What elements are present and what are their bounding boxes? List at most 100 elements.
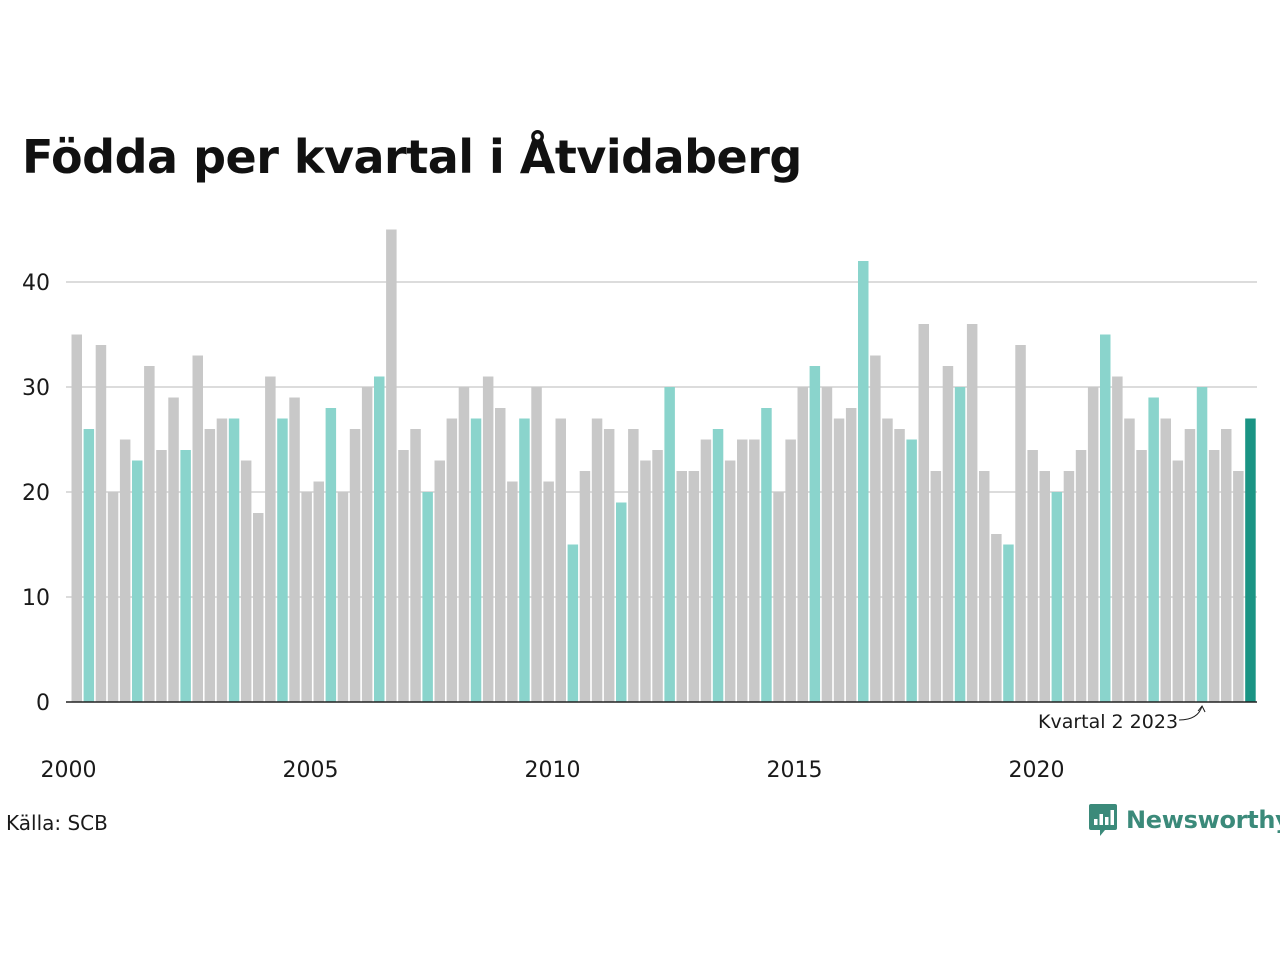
bar [1184, 429, 1196, 702]
bar [410, 429, 421, 702]
bar [228, 418, 240, 702]
bar [144, 366, 155, 702]
y-tick-label: 40 [22, 271, 50, 296]
bar [543, 481, 554, 702]
bar [119, 439, 131, 702]
bar [240, 460, 252, 702]
y-tick-label: 20 [22, 481, 50, 506]
bar [942, 366, 954, 702]
bar [349, 429, 361, 702]
bar [1039, 471, 1050, 702]
bar [579, 471, 591, 702]
bar [107, 492, 119, 702]
bar [785, 439, 796, 702]
bar [168, 397, 179, 702]
bar [833, 418, 845, 702]
bar [858, 261, 869, 702]
brand-name: Newsworthy [1126, 806, 1280, 834]
bar [71, 334, 82, 702]
y-axis-ticks: 0 10 20 30 40 [22, 271, 50, 716]
bar [1172, 460, 1184, 702]
bars [71, 229, 1256, 702]
bar [422, 492, 433, 702]
bar [1027, 450, 1038, 702]
bar [1221, 429, 1232, 702]
bar [83, 429, 95, 702]
bar [555, 418, 566, 702]
x-tick-label: 2015 [767, 758, 823, 783]
bar [652, 450, 663, 702]
bar [1233, 471, 1244, 702]
bar [591, 418, 603, 702]
bar [1160, 418, 1171, 702]
bar [979, 471, 990, 702]
bar [1063, 471, 1075, 702]
bar [192, 355, 203, 702]
bar [446, 418, 458, 702]
bar [700, 439, 712, 702]
y-tick-label: 10 [22, 586, 50, 611]
x-tick-label: 2000 [41, 758, 97, 783]
bar [95, 345, 107, 702]
bar [277, 418, 288, 702]
bar [966, 324, 978, 702]
bar [797, 387, 808, 702]
bar [132, 460, 143, 702]
bar [361, 387, 373, 702]
x-tick-label: 2020 [1009, 758, 1065, 783]
bar [337, 492, 349, 702]
bar-chart-speech-bubble-icon [1089, 804, 1117, 836]
bar [918, 324, 929, 702]
bar [495, 408, 506, 702]
bar [265, 376, 276, 702]
newsworthy-logo: Newsworthy [1088, 802, 1280, 838]
bar [1124, 418, 1135, 702]
bar [930, 471, 942, 702]
bar [870, 355, 881, 702]
bar [216, 418, 228, 702]
bar [676, 471, 687, 702]
annotation-arrow [1179, 705, 1203, 721]
bar [470, 418, 482, 702]
bar [640, 460, 651, 702]
bar [482, 376, 494, 702]
bar [749, 439, 760, 702]
bar [301, 492, 312, 702]
bar [1196, 387, 1208, 702]
bar [386, 229, 397, 702]
bar [737, 439, 748, 702]
chart-title: Födda per kvartal i Åtvidaberg [22, 130, 802, 184]
bar [325, 408, 337, 702]
bar [204, 429, 216, 702]
bar [821, 387, 833, 702]
bar [773, 492, 784, 702]
bar [1051, 492, 1063, 702]
y-tick-label: 0 [36, 691, 50, 716]
bar [954, 387, 966, 702]
bar [531, 387, 542, 702]
x-tick-label: 2005 [283, 758, 339, 783]
bar [664, 387, 675, 702]
bar [253, 513, 264, 702]
bar [313, 481, 324, 702]
bar [1245, 418, 1256, 702]
bar [882, 418, 893, 702]
bar [1148, 397, 1159, 702]
bar [1100, 334, 1111, 702]
bar [603, 429, 615, 702]
bar [616, 502, 627, 702]
bar [507, 481, 518, 702]
bar [180, 450, 191, 702]
bar [809, 366, 821, 702]
bar [398, 450, 409, 702]
annotation-arrowhead [1197, 705, 1206, 713]
x-axis-ticks: 2000 2005 2010 2015 2020 [41, 758, 1065, 783]
bar [906, 439, 917, 702]
bar [374, 376, 385, 702]
bar [289, 397, 300, 702]
annotation-label: Kvartal 2 2023 [1038, 711, 1178, 733]
bar [894, 429, 905, 702]
bar [712, 429, 724, 702]
bar [628, 429, 639, 702]
